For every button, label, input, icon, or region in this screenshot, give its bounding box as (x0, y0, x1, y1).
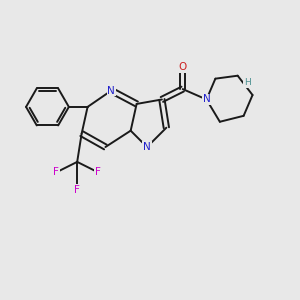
Text: H: H (244, 78, 250, 87)
Text: F: F (74, 185, 80, 195)
Text: N: N (107, 85, 115, 96)
Text: N: N (143, 142, 151, 152)
Text: O: O (178, 62, 187, 72)
Text: F: F (95, 167, 101, 177)
Text: N: N (202, 94, 210, 104)
Text: F: F (53, 167, 59, 177)
